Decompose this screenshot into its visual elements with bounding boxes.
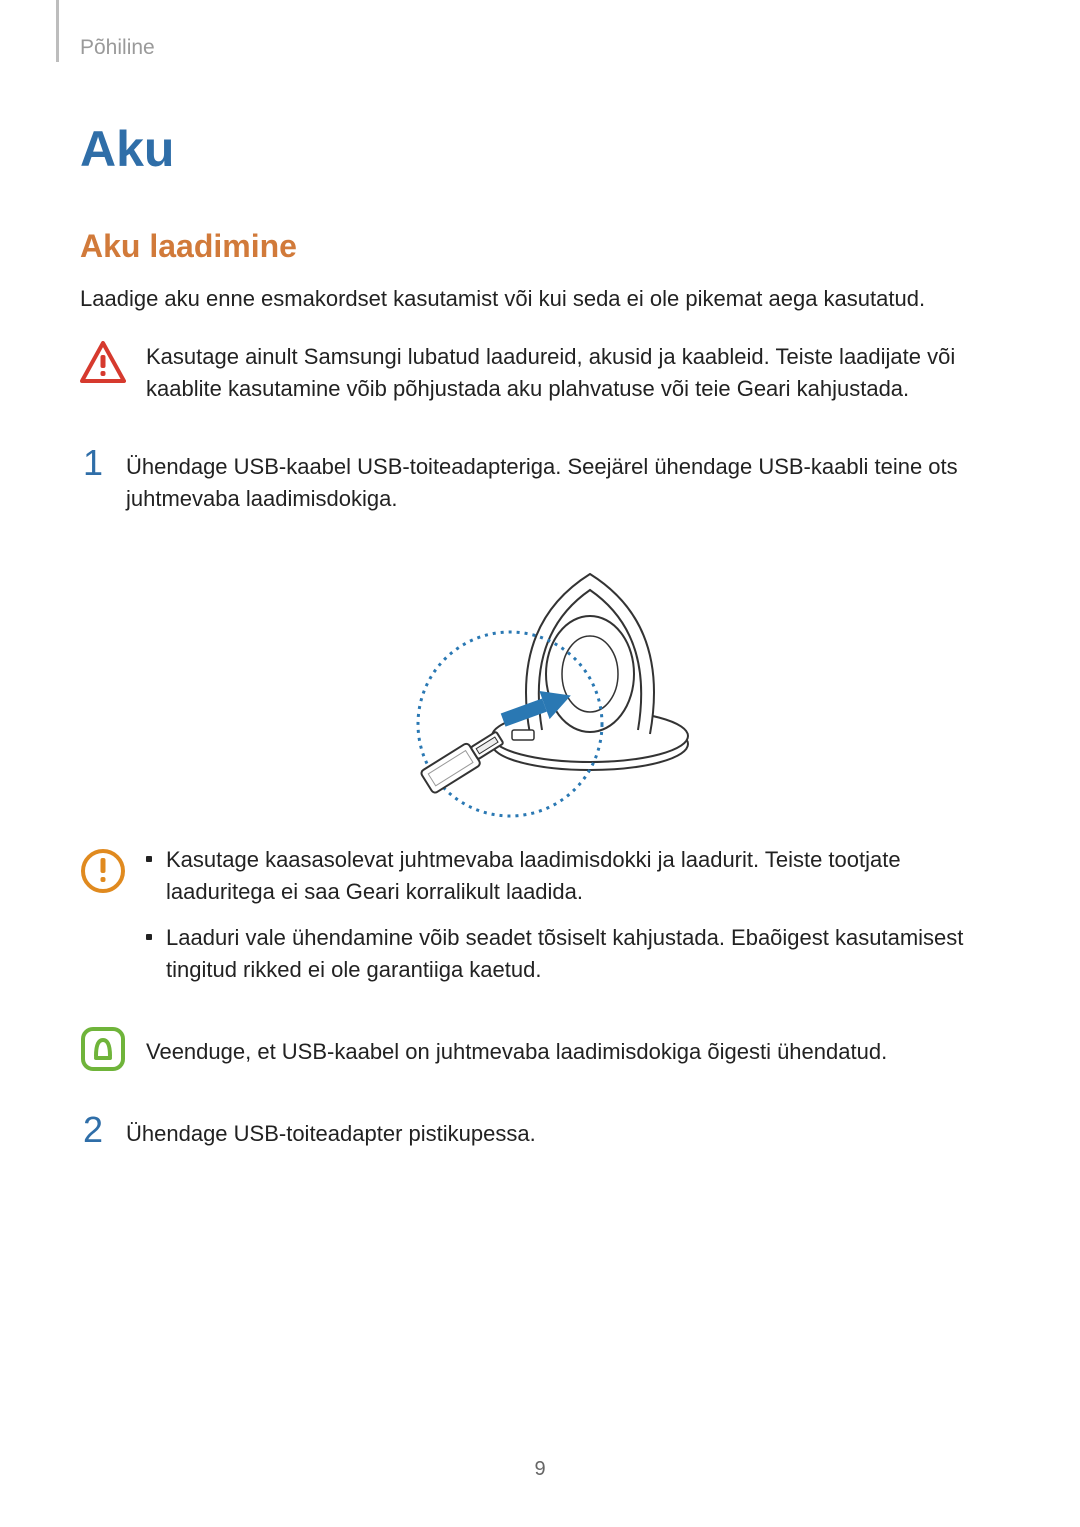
info-icon [80,1026,126,1072]
step-2-text: Ühendage USB-toiteadapter pistikupessa. [126,1116,536,1150]
caution-bullet-item: Kasutage kaasasolevat juhtmevaba laadimi… [146,844,1000,908]
caution-bullet-text: Laaduri vale ühendamine võib seadet tõsi… [166,922,1000,986]
caution-bullet-text: Kasutage kaasasolevat juhtmevaba laadimi… [166,844,1000,908]
info-note: Veenduge, et USB-kaabel on juhtmevaba la… [80,1026,1000,1072]
info-text: Veenduge, et USB-kaabel on juhtmevaba la… [146,1026,887,1068]
caution-note: Kasutage kaasasolevat juhtmevaba laadimi… [80,844,1000,1000]
step-1-text: Ühendage USB-kaabel USB-toiteadapteriga.… [126,449,1000,515]
warning-note: Kasutage ainult Samsungi lubatud laadure… [80,341,1000,405]
caution-icon [80,848,126,894]
step-1-number: 1 [80,445,106,481]
warning-text: Kasutage ainult Samsungi lubatud laadure… [146,341,1000,405]
step-2: 2 Ühendage USB-toiteadapter pistikupessa… [80,1116,1000,1150]
warning-icon [80,341,126,387]
intro-text: Laadige aku enne esmakordset kasutamist … [80,283,1000,315]
page-subtitle: Aku laadimine [80,228,1000,265]
header-rule [56,0,59,62]
page-title: Aku [80,120,1000,178]
page-number: 9 [0,1458,1080,1481]
document-page: Põhiline Aku Aku laadimine Laadige aku e… [0,0,1080,1527]
step-1: 1 Ühendage USB-kaabel USB-toiteadapterig… [80,449,1000,515]
caution-bullet-list: Kasutage kaasasolevat juhtmevaba laadimi… [146,844,1000,1000]
caution-bullet-item: Laaduri vale ühendamine võib seadet tõsi… [146,922,1000,986]
bullet-dot-icon [146,856,152,862]
section-label: Põhiline [80,36,155,60]
illustration-charging-dock [80,534,1000,824]
bullet-dot-icon [146,934,152,940]
step-2-number: 2 [80,1112,106,1148]
